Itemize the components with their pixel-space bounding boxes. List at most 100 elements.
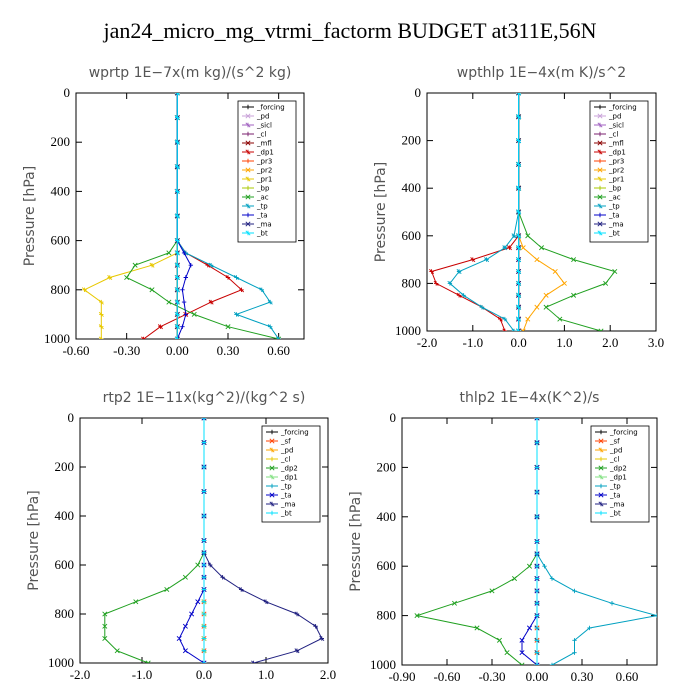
legend-marker	[597, 104, 603, 110]
legend-label: _ta	[256, 212, 268, 220]
y-axis-label: Pressure [hPa]	[373, 162, 389, 262]
y-tick-label: 800	[55, 606, 75, 621]
panel-wpthlp: wpthlp 1E−4x(m K)/s^2 Pressure [hPa] 0 200 4…	[373, 65, 664, 350]
y-tick-label: 200	[51, 134, 71, 149]
x-tick-label: -0.60	[62, 343, 89, 358]
series-points-dp2	[102, 418, 207, 663]
legend-label: _tp	[608, 203, 620, 211]
x-tick-label: 0.00	[166, 343, 189, 358]
legend-marker	[245, 113, 251, 119]
legend-label: _ta	[609, 492, 621, 500]
legend-label: _tp	[280, 483, 292, 491]
x-tick-label: 1.0	[556, 335, 572, 350]
panel-rtp2: rtp2 1E−11x(kg^2)/(kg^2 s) Pressure [hPa]…	[26, 390, 336, 682]
y-tick-label: 0	[390, 410, 397, 425]
x-tick-label: -2.0	[70, 667, 91, 682]
legend-marker	[245, 149, 251, 155]
y-tick-label: 0	[64, 85, 71, 100]
legend-marker	[597, 212, 603, 218]
y-tick-label: 800	[377, 608, 397, 623]
y-axis-label: Pressure [hPa]	[22, 166, 38, 266]
legend-marker	[245, 212, 251, 218]
legend-label: _forcing	[280, 429, 309, 437]
legend-label: _dp2	[280, 465, 298, 473]
legend-label: _ta	[608, 212, 620, 220]
legend-label: _mfl	[608, 140, 624, 148]
legend-marker	[598, 429, 604, 435]
legend-label: _pr3	[608, 158, 624, 166]
legend-marker	[245, 122, 251, 128]
y-tick-label: 800	[51, 282, 71, 297]
panel-title: rtp2 1E−11x(kg^2)/(kg^2 s)	[103, 390, 306, 406]
legend-marker	[269, 474, 275, 480]
x-tick-label: -1.0	[463, 335, 484, 350]
y-tick-label: 400	[55, 508, 75, 523]
legend: _forcing_pd_sicl_cl_mfl_dp1_pr3_pr2_pr1_…	[589, 100, 649, 243]
series-group	[81, 93, 282, 339]
series-line-ta	[178, 418, 205, 663]
series-group	[414, 418, 657, 665]
x-tick-label: 3.0	[648, 335, 664, 350]
y-tick-label: 1000	[370, 657, 396, 672]
legend-label: _tp	[609, 483, 621, 491]
series-points-dp1	[141, 93, 245, 339]
legend-label: _bp	[608, 185, 622, 193]
y-tick-label: 200	[402, 133, 422, 148]
legend-label: _pr3	[256, 158, 272, 166]
legend-label: _cl	[280, 456, 290, 464]
legend-label: _pr2	[256, 167, 272, 175]
legend-marker	[245, 131, 251, 137]
y-tick-label: 1000	[395, 323, 421, 338]
legend-label: _mfl	[256, 140, 272, 148]
x-tick-label: -0.60	[433, 669, 460, 684]
legend-label: _ma	[608, 221, 624, 229]
x-tick-label: 1.0	[258, 667, 274, 682]
legend-marker	[245, 158, 251, 164]
x-tick-label: 0.00	[526, 669, 549, 684]
legend-marker	[597, 113, 603, 119]
legend-marker	[269, 447, 275, 453]
panel-title: wpthlp 1E−4x(m K)/s^2	[457, 65, 626, 81]
legend-marker	[245, 176, 251, 182]
series-group	[102, 418, 325, 663]
legend-marker	[598, 438, 604, 444]
legend-marker	[245, 185, 251, 191]
legend-marker	[598, 492, 604, 498]
panel-thlp2: thlp2 1E−4x(K^2)/s Pressure [hPa] 0 200 400 6…	[348, 390, 658, 684]
legend-marker	[597, 230, 603, 236]
legend-marker	[598, 447, 604, 453]
legend-label: _pd	[609, 447, 622, 455]
series-points-pr1	[81, 93, 180, 339]
panel-title: thlp2 1E−4x(K^2)/s	[460, 390, 600, 406]
plot-frame	[426, 92, 657, 332]
legend-label: _bt	[609, 510, 621, 518]
legend-label: _sicl	[256, 122, 272, 130]
legend-label: _dp1	[609, 474, 627, 482]
legend-label: _dp1	[608, 149, 626, 157]
legend-label: _bt	[608, 230, 620, 238]
x-tick-label: 0.30	[217, 343, 240, 358]
x-tick-label: -2.0	[417, 335, 438, 350]
series-line-dp2	[104, 418, 205, 663]
series-points-bt	[201, 418, 207, 663]
y-tick-label: 600	[51, 233, 71, 248]
legend-label: _sf	[609, 438, 620, 446]
legend-label: _ma	[256, 221, 272, 229]
legend-marker	[245, 194, 251, 200]
legend-marker	[598, 501, 604, 507]
x-tick-label: 0.60	[267, 343, 290, 358]
legend-marker	[597, 194, 603, 200]
legend-marker	[269, 510, 275, 516]
legend-label: _sf	[280, 438, 291, 446]
series-line-dp1	[430, 93, 520, 331]
y-tick-label: 600	[55, 557, 75, 572]
legend-label: _pr1	[608, 176, 624, 184]
legend-marker	[597, 167, 603, 173]
legend-marker	[597, 158, 603, 164]
legend-marker	[245, 140, 251, 146]
y-tick-label: 400	[402, 180, 422, 195]
panel-wprtp: wprtp 1E−7x(m kg)/(s^2 kg) Pressure [hPa]…	[22, 65, 305, 358]
legend-marker	[245, 104, 251, 110]
legend-label: _bp	[256, 185, 270, 193]
